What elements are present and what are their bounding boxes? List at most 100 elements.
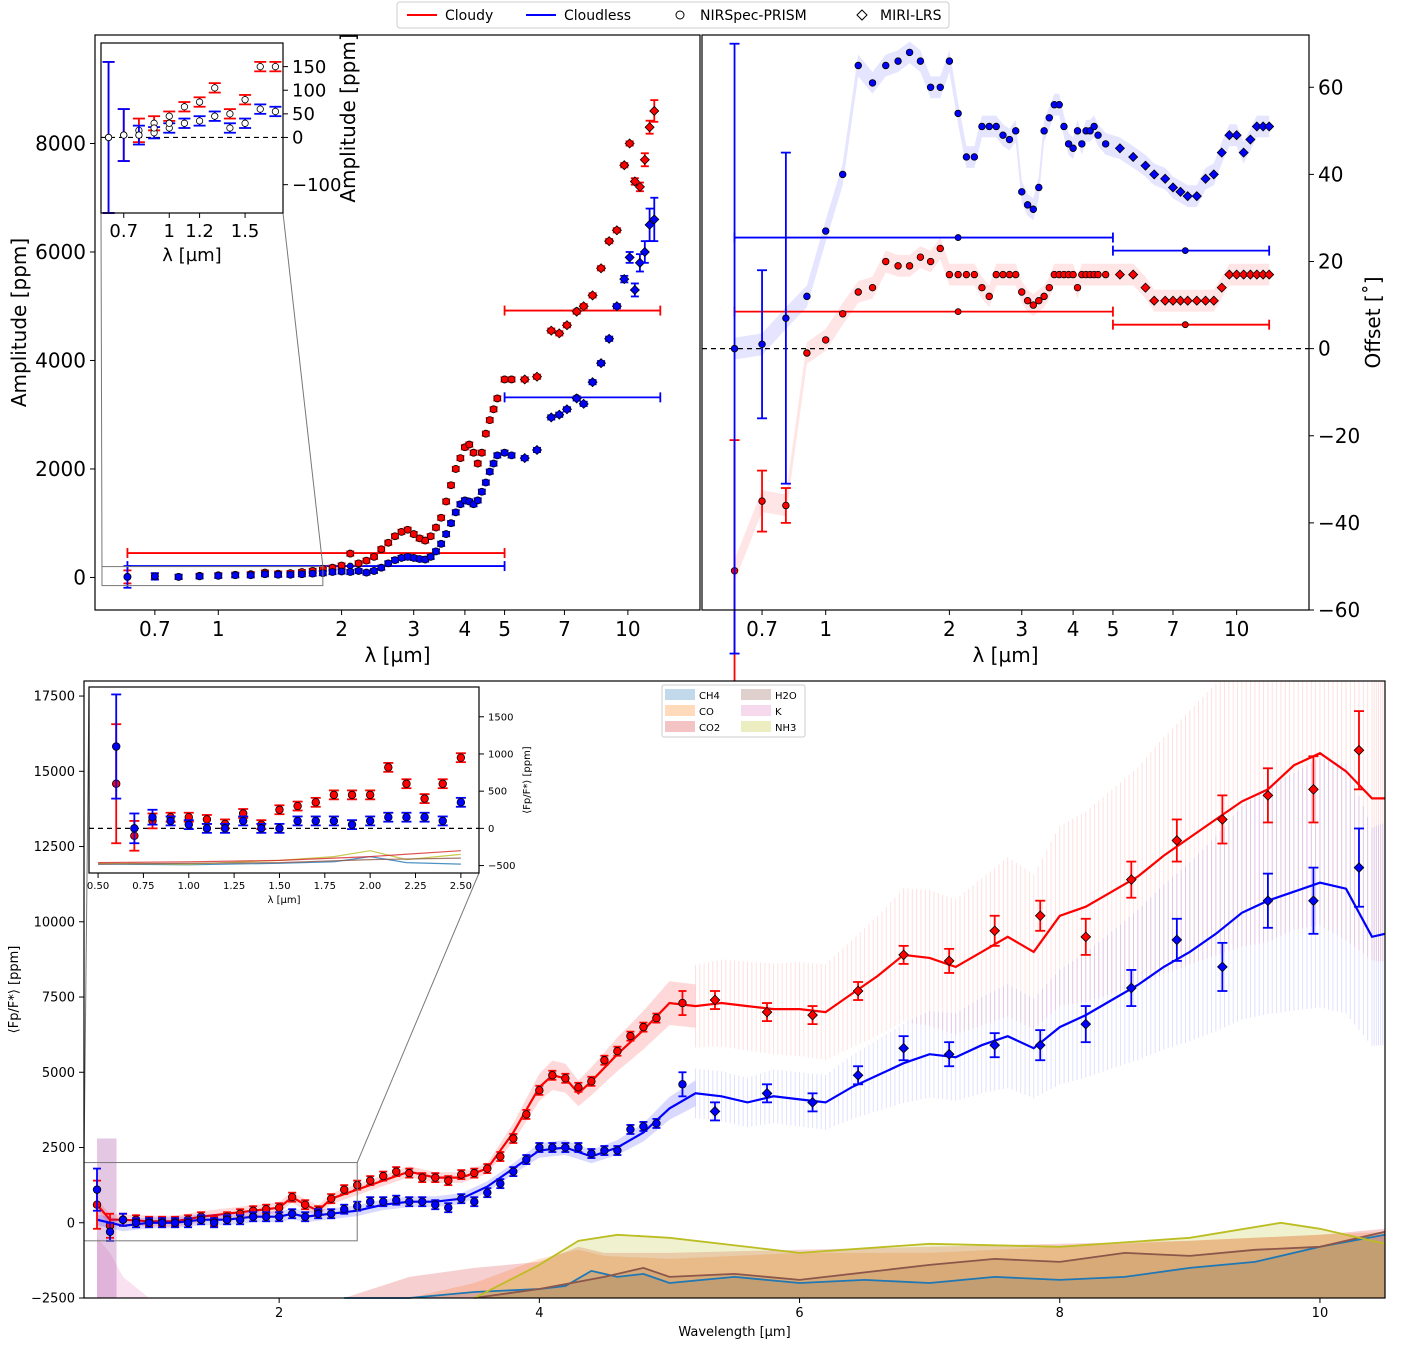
cloudless-offset-point	[1264, 121, 1275, 132]
cloudy-offset-point	[1140, 282, 1151, 293]
y-tick-label: −100	[292, 175, 341, 196]
cloudy-inset-point	[402, 779, 411, 788]
cloudless-offset-point	[882, 61, 890, 70]
cloudless-offset-point	[822, 227, 830, 235]
cloudy-nirspec-point	[489, 405, 498, 414]
species-area-co2	[344, 1228, 1386, 1298]
x-tick-label: 5	[1107, 617, 1120, 641]
cloudless-miri-point	[1125, 982, 1137, 994]
cloudy-offset-point	[1094, 270, 1102, 279]
cloudless-offset-point	[1182, 191, 1193, 202]
nirspec-open-inset-point	[104, 133, 113, 142]
cloudy-offset-point	[1018, 288, 1026, 296]
cloudy-miri-point	[1217, 814, 1228, 825]
y-tick-label: 2000	[35, 457, 86, 481]
cloudless-offset-point	[1245, 134, 1256, 145]
cloudy-miri-point	[852, 985, 864, 997]
y-axis-label: ⟨Fp/F*⟩ [ppm]	[7, 946, 22, 1034]
cloudless-nirspec-point	[209, 1218, 219, 1227]
cloudy-nirspec-point	[477, 448, 486, 457]
cloudless-offset-point	[868, 79, 877, 87]
x-tick-label: 2.25	[404, 881, 426, 892]
cloudy-nirspec-point	[447, 481, 455, 490]
y-tick-label: 0	[488, 824, 494, 835]
cloudy-miri-point	[807, 1009, 818, 1021]
cloudless-miri-point	[761, 1087, 773, 1099]
species-line-h2o	[474, 1230, 1386, 1299]
offset-panel: 0.7 1 2 3 4 5 7 10 −60 −40 −20 0 20 40 60 λ [µm] Offset …	[701, 34, 1385, 703]
cloudy-nirspec-point	[469, 448, 478, 457]
cloudy-offset-point	[978, 283, 986, 292]
cloudless-offset-point	[1160, 173, 1171, 184]
cloudless-nirspec-point	[231, 571, 240, 580]
cloudless-nirspec-point	[600, 1146, 609, 1155]
cloudy-nirspec-point	[465, 440, 474, 449]
cloudy-offset-point	[1191, 295, 1202, 306]
cloudless-nirspec-point	[261, 1212, 271, 1221]
cloudless-offset-point	[1029, 205, 1037, 213]
cloudless-miri-point	[1353, 862, 1365, 873]
legend-marker-nirspec	[675, 10, 685, 20]
cloudless-inset-point	[271, 107, 280, 116]
cloudless-miri-point	[634, 257, 645, 268]
cloudy-nirspec-point	[346, 549, 355, 558]
cloudless-nirspec-point	[366, 1197, 375, 1206]
cloudless-inset-point	[166, 816, 175, 826]
cloudless-offset-point	[916, 57, 925, 65]
inset-y-axis-label: ⟨Fp/F*⟩ [ppm]	[522, 746, 533, 814]
cloudless-nirspec-point	[678, 1080, 687, 1089]
cloudy-offset-point	[985, 292, 993, 301]
x-tick-label: 4	[459, 617, 472, 641]
cloudless-nirspec-point	[442, 530, 451, 538]
x-tick-label: 1	[164, 221, 175, 242]
cloudless-miri-point	[943, 1048, 955, 1060]
cloudy-miri-point	[595, 263, 607, 274]
cloudy-offset-point	[954, 270, 962, 279]
cloudy-offset-point	[1182, 295, 1193, 306]
cloudy-inset-point	[195, 98, 204, 106]
cloudless-nirspec-point	[379, 1197, 388, 1206]
cloudy-inset-point	[241, 96, 249, 104]
y-tick-label: −500	[488, 861, 515, 872]
cloudless-offset-point	[1128, 151, 1139, 163]
cloudless-inset-point	[384, 813, 393, 822]
cloudy-nirspec-point	[600, 1056, 609, 1065]
cloudless-nirspec-point	[105, 1227, 115, 1236]
cloudy-offset-point	[803, 349, 811, 357]
nirspec-open-inset-point	[135, 131, 143, 139]
cloudy-offset-point	[1167, 295, 1179, 306]
cloudless-nirspec-point	[426, 552, 435, 561]
cloudless-offset-point	[1040, 127, 1048, 135]
cloudless-nirspec-point	[626, 1125, 635, 1134]
cloudless-miri-point	[1262, 895, 1274, 907]
cloudy-offset-point	[936, 244, 944, 253]
y-tick-label: 12500	[34, 840, 75, 855]
cloudy-offset-point	[926, 257, 935, 266]
cloudy-miri-point	[546, 325, 557, 336]
cloudless-nirspec-point	[261, 570, 269, 579]
cloudless-miri-point	[989, 1039, 1001, 1051]
cloudless-nirspec-point	[384, 559, 393, 568]
cloudy-offset-point	[999, 270, 1007, 279]
x-tick-label: 10	[615, 617, 640, 641]
cloudy-offset-point	[1264, 269, 1275, 280]
cloudy-offset-point	[1231, 269, 1242, 280]
cloudless-nirspec-point	[377, 563, 386, 572]
cloudy-miri-point	[649, 105, 660, 117]
x-tick-label: 7	[558, 617, 571, 641]
cloudy-inset-point	[226, 110, 234, 118]
x-axis-label: λ [µm]	[972, 643, 1038, 667]
cloudless-band-average-point	[954, 234, 962, 241]
cloudless-miri-point	[624, 252, 635, 263]
cloudy-offset-point	[1045, 283, 1053, 292]
cloudy-offset-point	[882, 257, 890, 266]
cloudless-nirspec-point	[485, 467, 494, 476]
cloudless-offset-point	[1094, 131, 1102, 139]
y-tick-label: 8000	[35, 131, 86, 155]
cloudy-miri-point	[587, 290, 598, 301]
cloudy-offset-point	[916, 253, 925, 261]
cloudy-offset-point	[782, 501, 790, 510]
cloudy-miri-point	[611, 225, 622, 236]
legend-label-cloudless: Cloudless	[564, 8, 631, 24]
